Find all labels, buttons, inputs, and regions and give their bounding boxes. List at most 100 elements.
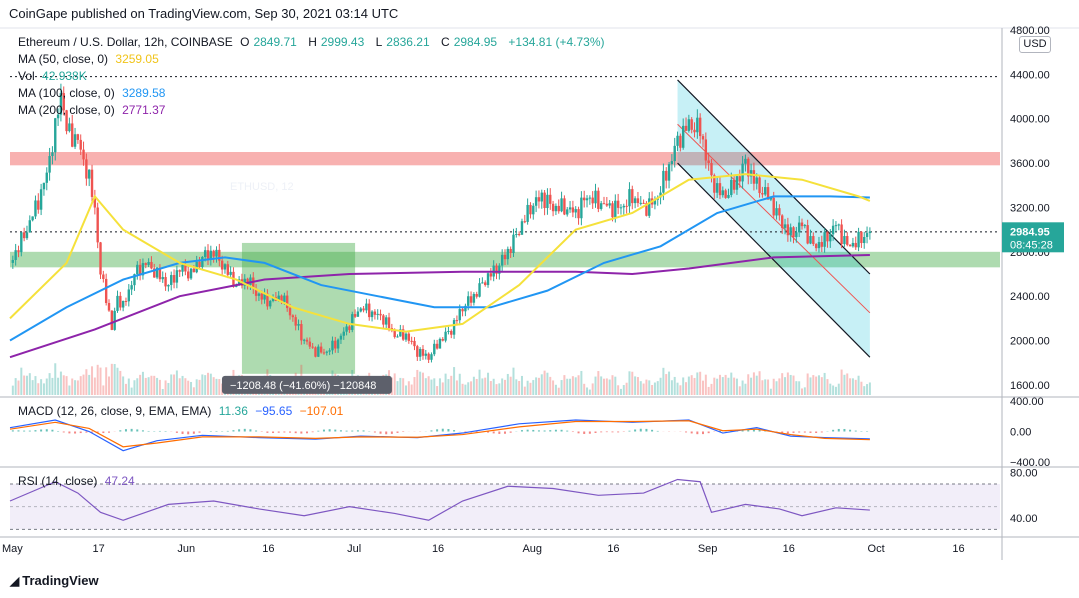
volume-bar <box>198 379 201 395</box>
ma200-label: MA (200, close, 0) <box>18 103 115 117</box>
ma200-legend[interactable]: MA (200, close, 0) 2771.37 <box>18 103 169 117</box>
candle-body <box>435 343 439 349</box>
volume-bar <box>668 371 671 395</box>
candle-body <box>254 288 258 296</box>
candle-body <box>571 207 575 213</box>
volume-bar <box>529 382 532 395</box>
macd-hist-bar <box>57 430 60 432</box>
macd-hist-bar <box>362 430 365 432</box>
candle-body <box>263 293 266 300</box>
candle-body <box>713 175 716 193</box>
volume-bar <box>430 379 433 395</box>
volume-bar <box>139 374 142 395</box>
macd-tick-label: −400.00 <box>1010 457 1050 469</box>
candle-body <box>503 254 507 260</box>
candle-body <box>379 313 382 316</box>
volume-bar <box>673 376 676 395</box>
macd-hist-bar <box>68 431 71 434</box>
volume-bar <box>28 373 31 395</box>
time-tick-label: Aug <box>522 543 542 555</box>
volume-bar <box>127 378 130 395</box>
candle-body <box>359 308 362 312</box>
volume-bar <box>523 386 526 395</box>
volume-bar <box>71 378 74 395</box>
candle-body <box>399 329 402 337</box>
candle-body <box>79 139 82 150</box>
ma50-legend[interactable]: MA (50, close, 0) 3259.05 <box>18 52 163 66</box>
candle-body <box>786 224 790 236</box>
volume-bar <box>467 382 470 395</box>
macd-hist-bar <box>758 429 761 432</box>
macd-hist-bar <box>181 431 184 434</box>
candle-body <box>823 232 826 247</box>
vol-legend[interactable]: Vol 42.938K <box>18 69 91 83</box>
volume-bar <box>218 379 221 395</box>
volume-bar <box>540 374 543 395</box>
candle-body <box>512 234 515 254</box>
candle-body <box>220 260 224 270</box>
volume-bar <box>854 379 857 395</box>
macd-hist-bar <box>79 431 82 434</box>
macd-hist-bar <box>747 429 750 432</box>
volume-bar <box>631 371 634 395</box>
volume-bar <box>136 378 139 395</box>
macd-hist-bar <box>390 431 393 434</box>
candle-body <box>648 198 651 216</box>
volume-bar <box>11 385 14 395</box>
volume-bar <box>639 381 642 395</box>
candle-body <box>107 302 111 311</box>
volume-bar <box>806 373 809 395</box>
rsi-legend[interactable]: RSI (14, close) 47.24 <box>18 474 139 488</box>
volume-bar <box>549 376 552 395</box>
candle-body <box>155 267 159 278</box>
candle-body <box>356 311 360 317</box>
volume-bar <box>634 376 637 395</box>
volume-bar <box>557 387 560 395</box>
candle-body <box>396 336 399 338</box>
candle-body <box>56 114 60 119</box>
volume-bar <box>133 380 136 395</box>
macd-hist-bar <box>334 429 337 432</box>
volume-bar <box>622 385 625 395</box>
volume-bar <box>48 373 51 395</box>
currency-button[interactable]: USD <box>1019 36 1051 53</box>
candle-body <box>622 205 625 208</box>
volume-bar <box>546 372 549 395</box>
candle-body <box>662 170 665 193</box>
time-tick-label: 16 <box>432 543 444 555</box>
macd-legend[interactable]: MACD (12, 26, close, 9, EMA, EMA) 11.36 … <box>18 404 347 418</box>
macd-hist-bar <box>696 431 699 435</box>
volume-bar <box>834 386 837 395</box>
volume-bar <box>781 373 784 395</box>
candle-body <box>37 200 40 210</box>
volume-bar <box>110 363 113 395</box>
channel-lower-line <box>677 162 871 358</box>
brand-name: TradingView <box>22 573 99 588</box>
candle-body <box>317 346 320 357</box>
volume-bar <box>79 376 82 395</box>
price-tick-label: 1600.00 <box>1010 380 1050 392</box>
macd-hist-bar <box>566 430 569 432</box>
macd-hist-bar <box>583 431 586 434</box>
ma100-legend[interactable]: MA (100, close, 0) 3289.58 <box>18 86 169 100</box>
candle-body <box>269 300 272 307</box>
volume-bar <box>792 375 795 395</box>
candle-body <box>215 249 218 257</box>
low-value: 2836.21 <box>386 35 430 49</box>
macd-hist-bar <box>532 429 535 432</box>
volume-bar <box>829 383 832 395</box>
volume-bar <box>161 389 164 395</box>
candle-body <box>577 209 580 219</box>
volume-bar <box>532 380 535 395</box>
macd-hist-bar <box>781 431 784 434</box>
volume-bar <box>393 373 396 395</box>
volume-bar <box>164 380 167 395</box>
candle-body <box>809 236 812 244</box>
macd-hist-bar <box>187 431 190 435</box>
volume-bar <box>481 378 484 395</box>
candle-body <box>51 152 54 157</box>
candle-body <box>803 225 807 227</box>
channel-mid-line <box>677 123 871 314</box>
